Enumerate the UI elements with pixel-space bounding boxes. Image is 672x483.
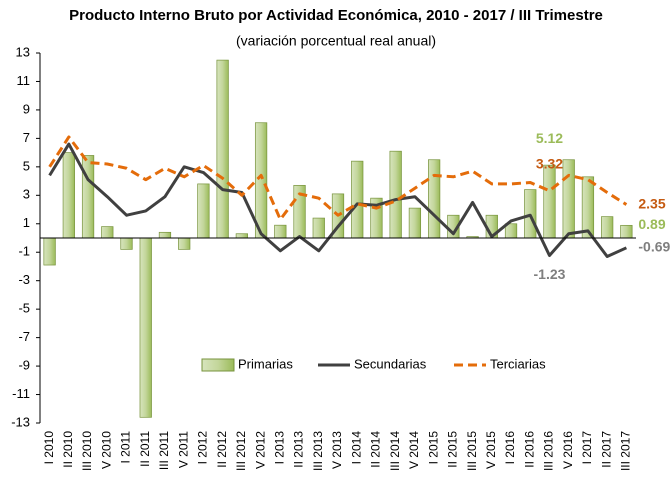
- y-tick-label: 5: [23, 158, 30, 173]
- y-tick-label: -13: [11, 414, 30, 429]
- data-label: -1.23: [534, 266, 566, 282]
- x-tick-label: V 2013: [330, 431, 344, 469]
- x-tick-label: II 2015: [446, 431, 460, 468]
- bar: [274, 224, 287, 239]
- x-tick-label: III 2014: [388, 431, 402, 471]
- y-tick-label: -1: [18, 244, 30, 259]
- data-label: 5.12: [536, 130, 563, 146]
- x-tick-label: II 2017: [599, 431, 613, 468]
- x-tick-label: I 2016: [503, 431, 517, 465]
- y-tick-label: -9: [18, 358, 30, 373]
- bar: [43, 237, 56, 266]
- x-tick-label: V 2011: [176, 431, 190, 468]
- bar: [178, 237, 191, 250]
- x-tick-label: II 2014: [369, 431, 383, 468]
- y-tick-label: 1: [23, 215, 30, 230]
- x-tick-label: III 2016: [542, 431, 556, 471]
- x-tick-label: V 2016: [561, 431, 575, 469]
- x-tick-label: I 2014: [349, 431, 363, 465]
- bar: [120, 237, 133, 250]
- legend-label: Terciarias: [490, 356, 546, 371]
- bar: [197, 183, 210, 239]
- x-tick-label: II 2010: [61, 431, 75, 468]
- x-tick-label: V 2014: [407, 431, 421, 469]
- bar: [62, 152, 75, 239]
- legend-label: Primarias: [238, 356, 293, 371]
- x-tick-label: I 2017: [580, 431, 594, 465]
- x-tick-label: III 2011: [157, 431, 171, 470]
- x-tick-label: I 2015: [426, 431, 440, 465]
- bar: [158, 231, 172, 239]
- y-tick-label: -5: [18, 301, 30, 316]
- bar: [543, 164, 556, 239]
- y-tick-label: -3: [18, 272, 30, 287]
- data-label: -0.69: [638, 239, 670, 255]
- x-tick-label: V 2010: [99, 431, 113, 469]
- x-tick-label: III 2015: [465, 431, 479, 471]
- x-tick-label: III 2012: [234, 431, 248, 471]
- x-tick-label: III 2013: [311, 431, 325, 471]
- x-tick-label: I 2012: [196, 431, 210, 465]
- y-tick-label: -7: [18, 329, 30, 344]
- x-tick-label: III 2017: [619, 431, 633, 471]
- bar: [101, 226, 114, 239]
- bar: [428, 159, 441, 239]
- x-tick-label: II 2013: [292, 431, 306, 468]
- legend-swatch: [201, 358, 235, 372]
- bar: [389, 150, 402, 239]
- bar: [408, 207, 422, 239]
- data-label: 0.89: [638, 216, 665, 232]
- bar: [312, 217, 325, 239]
- bar: [235, 233, 248, 239]
- chart-subtitle: (variación porcentual real anual): [236, 33, 436, 49]
- x-tick-label: I 2010: [42, 431, 56, 465]
- bar: [254, 122, 268, 239]
- legend-label: Secundarias: [354, 356, 427, 371]
- x-tick-label: II 2016: [522, 431, 536, 468]
- bar: [601, 216, 614, 239]
- x-tick-label: V 2015: [484, 431, 498, 469]
- bar: [581, 176, 595, 239]
- line: [48, 142, 628, 258]
- y-tick-label: 11: [17, 73, 31, 88]
- data-label: 2.35: [638, 195, 665, 211]
- bar: [620, 224, 633, 239]
- y-tick-label: 3: [23, 187, 30, 202]
- line: [48, 135, 628, 221]
- bar: [216, 59, 229, 239]
- x-tick-label: I 2011: [119, 431, 133, 464]
- x-tick-label: V 2012: [253, 431, 267, 469]
- y-tick-label: 13: [16, 44, 30, 59]
- x-tick-label: II 2011: [138, 431, 152, 467]
- y-tick-label: 9: [23, 101, 30, 116]
- x-tick-label: III 2010: [80, 431, 94, 471]
- x-tick-label: II 2012: [215, 431, 229, 468]
- y-tick-label: -11: [12, 386, 30, 401]
- bar: [562, 159, 575, 239]
- bar: [139, 237, 152, 418]
- x-tick-label: I 2013: [272, 431, 286, 465]
- bar: [351, 160, 364, 239]
- chart-title: Producto Interno Bruto por Actividad Eco…: [69, 7, 603, 24]
- data-label: 3.32: [536, 155, 563, 171]
- bar: [81, 155, 95, 239]
- y-tick-label: 7: [23, 130, 30, 145]
